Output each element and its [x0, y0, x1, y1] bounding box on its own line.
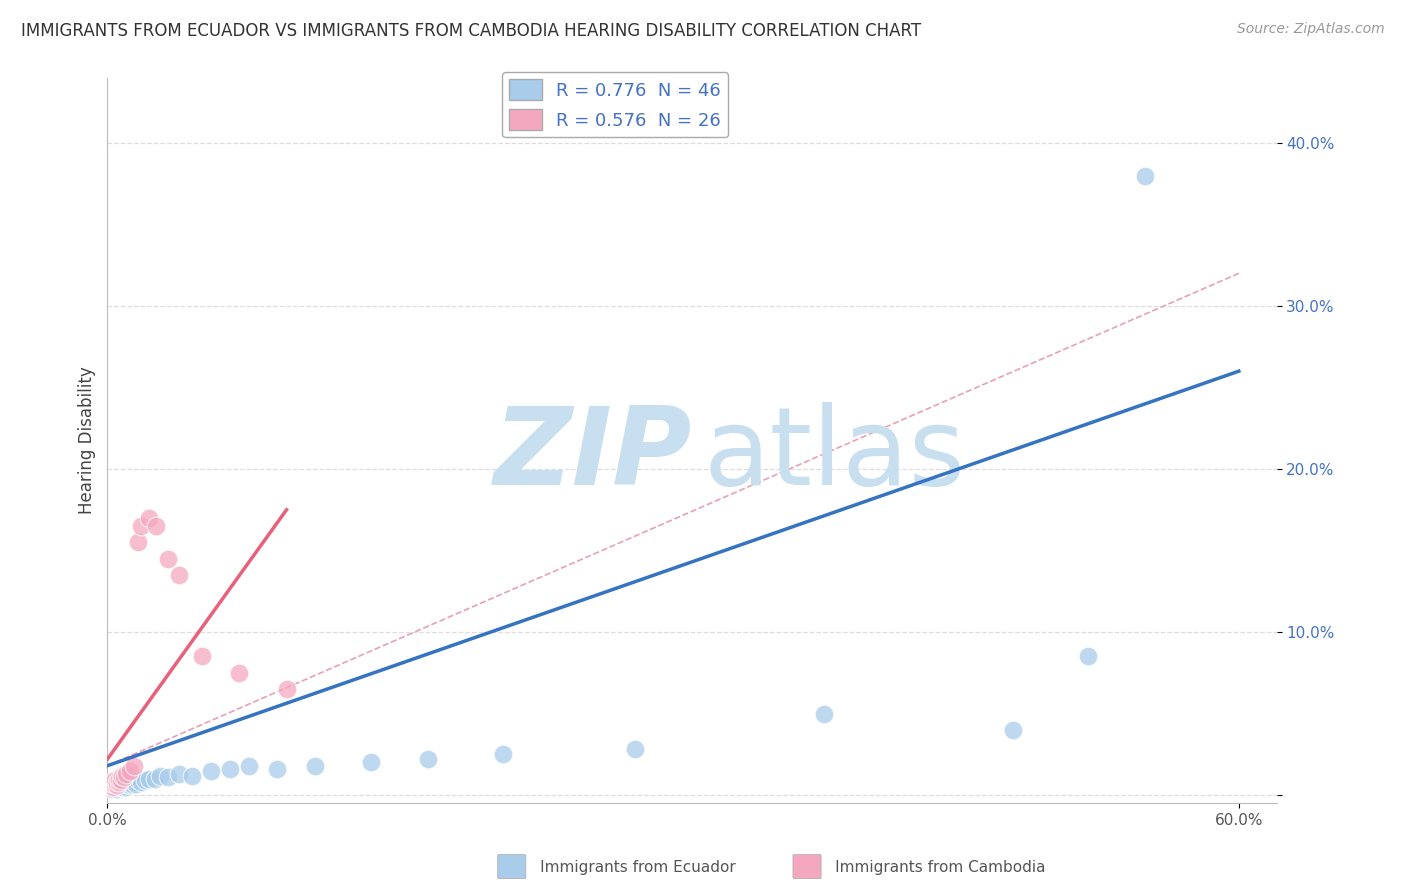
- Point: [107, 780, 129, 794]
- Point: [138, 772, 160, 786]
- Point: [266, 762, 288, 776]
- Point: [104, 777, 127, 791]
- Point: [117, 775, 139, 789]
- Text: Immigrants from Ecuador: Immigrants from Ecuador: [506, 860, 735, 874]
- Point: [118, 778, 141, 792]
- Point: [122, 758, 145, 772]
- Point: [112, 770, 135, 784]
- Point: [127, 773, 149, 788]
- Point: [105, 777, 128, 791]
- Point: [107, 775, 129, 789]
- Point: [122, 775, 145, 789]
- Point: [98, 780, 121, 794]
- Point: [1133, 169, 1156, 183]
- Point: [1077, 649, 1099, 664]
- Point: [105, 781, 128, 796]
- Point: [134, 773, 156, 788]
- Point: [219, 762, 242, 776]
- Point: [101, 780, 124, 794]
- Point: [492, 747, 515, 762]
- Point: [105, 778, 128, 792]
- Point: [115, 777, 138, 791]
- Text: atlas: atlas: [703, 402, 966, 508]
- Point: [167, 767, 190, 781]
- Point: [101, 778, 124, 792]
- Point: [304, 758, 326, 772]
- Point: [105, 778, 128, 792]
- Point: [104, 775, 127, 789]
- Point: [181, 768, 204, 782]
- Point: [156, 770, 179, 784]
- Point: [118, 764, 141, 778]
- Point: [111, 780, 134, 794]
- Point: [238, 758, 260, 772]
- Point: [124, 777, 146, 791]
- Point: [107, 772, 129, 786]
- Point: [104, 773, 127, 788]
- Point: [111, 768, 134, 782]
- Point: [100, 781, 122, 796]
- Text: IMMIGRANTS FROM ECUADOR VS IMMIGRANTS FROM CAMBODIA HEARING DISABILITY CORRELATI: IMMIGRANTS FROM ECUADOR VS IMMIGRANTS FR…: [21, 22, 921, 40]
- Point: [101, 777, 124, 791]
- Point: [98, 780, 121, 794]
- Point: [200, 764, 222, 778]
- Point: [131, 519, 153, 533]
- Point: [112, 778, 135, 792]
- Point: [107, 777, 129, 791]
- Point: [121, 777, 143, 791]
- Point: [156, 551, 179, 566]
- Point: [131, 775, 153, 789]
- Point: [149, 768, 172, 782]
- Y-axis label: Hearing Disability: Hearing Disability: [79, 367, 96, 515]
- Point: [127, 535, 149, 549]
- Point: [360, 756, 382, 770]
- Point: [105, 775, 128, 789]
- Point: [813, 706, 835, 721]
- Point: [100, 775, 122, 789]
- Point: [110, 778, 132, 792]
- Point: [143, 772, 166, 786]
- Point: [138, 511, 160, 525]
- Point: [624, 742, 647, 756]
- Point: [110, 775, 132, 789]
- Point: [416, 752, 439, 766]
- Point: [1001, 723, 1024, 737]
- Point: [115, 780, 138, 794]
- Legend: R = 0.776  N = 46, R = 0.576  N = 26: R = 0.776 N = 46, R = 0.576 N = 26: [502, 72, 728, 137]
- Point: [228, 665, 250, 680]
- Point: [104, 780, 127, 794]
- Point: [101, 777, 124, 791]
- Point: [276, 682, 298, 697]
- Text: ZIP: ZIP: [494, 402, 692, 508]
- Point: [115, 767, 138, 781]
- Point: [167, 568, 190, 582]
- Point: [111, 777, 134, 791]
- Text: Source: ZipAtlas.com: Source: ZipAtlas.com: [1237, 22, 1385, 37]
- Point: [100, 778, 122, 792]
- Point: [190, 649, 212, 664]
- Point: [112, 775, 135, 789]
- Point: [145, 519, 167, 533]
- Text: Immigrants from Cambodia: Immigrants from Cambodia: [801, 860, 1046, 874]
- Point: [110, 773, 132, 788]
